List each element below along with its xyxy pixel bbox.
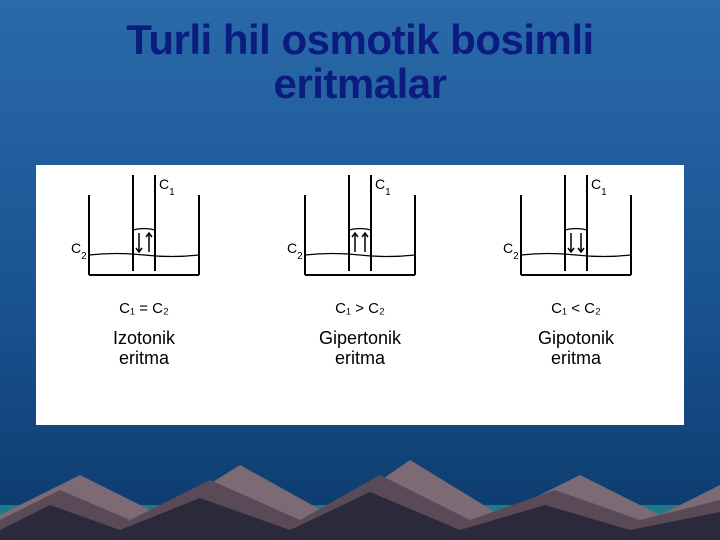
vessel-diagram: C1 C2 bbox=[69, 175, 219, 290]
svg-text:C1: C1 bbox=[375, 176, 391, 198]
content-card: C1 C2 C₁ = C₂ Izotonikeritma C1 C2 C₁ > C… bbox=[36, 165, 684, 425]
svg-text:C1: C1 bbox=[159, 176, 175, 198]
svg-text:C1: C1 bbox=[591, 176, 607, 198]
diagram-name: Gipertonikeritma bbox=[319, 329, 401, 369]
diagram-name: Izotonikeritma bbox=[113, 329, 175, 369]
svg-text:C2: C2 bbox=[71, 240, 87, 262]
mountain-silhouette bbox=[0, 420, 720, 540]
slide: Turli hil osmotik bosimlieritmalar C1 C2… bbox=[0, 0, 720, 540]
diagram-2: C1 C2 C₁ < C₂ Gipotonikeritma bbox=[476, 175, 676, 369]
diagram-1: C1 C2 C₁ > C₂ Gipertonikeritma bbox=[260, 175, 460, 369]
relation-text: C₁ > C₂ bbox=[335, 300, 385, 317]
diagram-0: C1 C2 C₁ = C₂ Izotonikeritma bbox=[44, 175, 244, 369]
diagrams-row: C1 C2 C₁ = C₂ Izotonikeritma C1 C2 C₁ > C… bbox=[36, 175, 684, 369]
diagram-name: Gipotonikeritma bbox=[538, 329, 614, 369]
page-title: Turli hil osmotik bosimlieritmalar bbox=[0, 18, 720, 106]
svg-text:C2: C2 bbox=[503, 240, 519, 262]
relation-text: C₁ = C₂ bbox=[119, 300, 169, 317]
vessel-diagram: C1 C2 bbox=[285, 175, 435, 290]
svg-text:C2: C2 bbox=[287, 240, 303, 262]
title-line: Turli hil osmotik bosimli bbox=[126, 16, 593, 63]
title-line: eritmalar bbox=[274, 60, 447, 107]
vessel-diagram: C1 C2 bbox=[501, 175, 651, 290]
relation-text: C₁ < C₂ bbox=[551, 300, 601, 317]
